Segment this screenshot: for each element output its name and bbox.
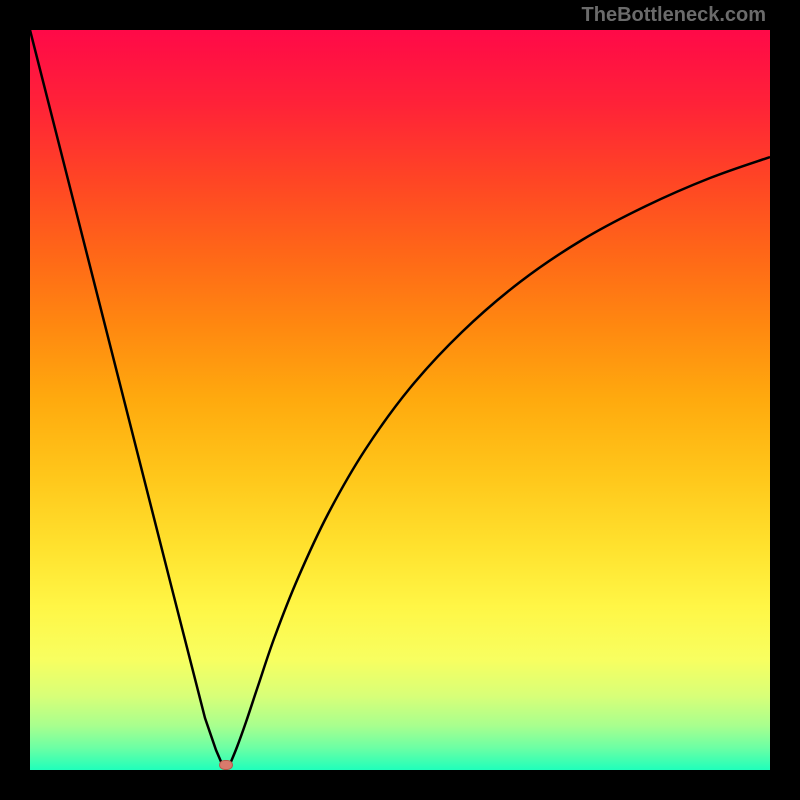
watermark-title: TheBottleneck.com <box>582 4 766 27</box>
curve-right-segment <box>230 157 770 764</box>
curve-left-segment <box>30 30 222 764</box>
minimum-marker <box>220 761 233 770</box>
plot-area <box>30 30 770 770</box>
curve-layer <box>30 30 770 770</box>
chart-outer-frame: TheBottleneck.com <box>0 0 800 800</box>
